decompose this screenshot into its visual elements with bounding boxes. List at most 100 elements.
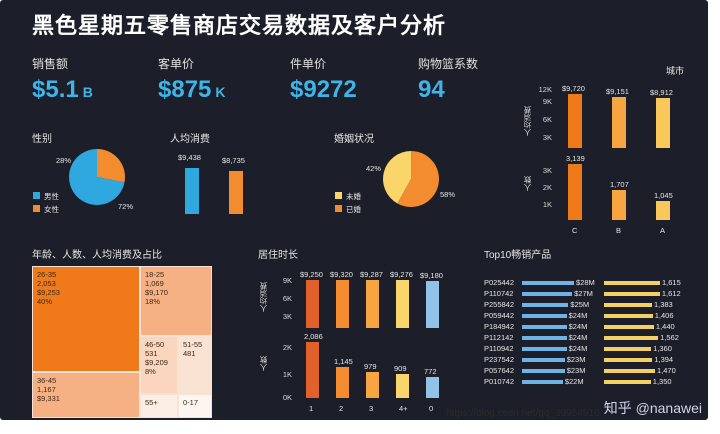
product-qty-bar bbox=[604, 336, 659, 340]
product-id: P237542 bbox=[484, 355, 515, 364]
product-qty-bar bbox=[604, 281, 660, 285]
product-sales-bar bbox=[522, 358, 565, 362]
product-id: P110942 bbox=[484, 344, 514, 353]
product-id: P184942 bbox=[484, 322, 515, 331]
product-qty-label: 1,615 bbox=[662, 278, 681, 287]
product-qty-label: 1,470 bbox=[656, 366, 676, 375]
residence-count-bar bbox=[396, 373, 409, 398]
marriage-pie bbox=[383, 151, 439, 207]
product-id: P110742 bbox=[484, 289, 514, 298]
legend-male: 男性 bbox=[44, 192, 59, 201]
residence-tick: 1K bbox=[282, 370, 292, 379]
marriage-married-pct: 58% bbox=[440, 190, 456, 199]
kpi-item-label: 件单价 bbox=[290, 57, 327, 71]
product-qty-bar bbox=[604, 292, 660, 296]
residence-category: 1 bbox=[309, 404, 314, 413]
residence-count-bar bbox=[366, 371, 379, 398]
product-qty-bar bbox=[604, 347, 652, 351]
treemap-cell: 51-55 481 bbox=[178, 336, 212, 394]
product-qty-bar bbox=[604, 325, 654, 329]
product-id: P025442 bbox=[484, 278, 515, 287]
product-id: P112142 bbox=[484, 333, 514, 342]
product-id: P059442 bbox=[484, 311, 515, 320]
city-count-label: 1,045 bbox=[654, 191, 673, 201]
city-tick: 12K bbox=[538, 85, 552, 94]
product-qty-label: 1,350 bbox=[652, 377, 672, 386]
product-qty-label: 1,406 bbox=[654, 311, 674, 320]
residence-count-bar bbox=[306, 342, 319, 398]
residence-tick: 6K bbox=[282, 294, 292, 303]
gender-title: 性别 bbox=[32, 134, 52, 145]
city-category: A bbox=[660, 226, 666, 235]
product-sales-label: $22M bbox=[564, 377, 584, 386]
city-spend-bar bbox=[568, 94, 582, 148]
residence-ylabel-spend: 人均消费 bbox=[259, 282, 268, 312]
product-sales-label: $24M bbox=[568, 311, 588, 320]
product-qty-bar bbox=[604, 314, 653, 318]
residence-tick: 0K bbox=[282, 393, 292, 402]
treemap-cell: 0-17 bbox=[178, 394, 212, 418]
residence-count-label: 979 bbox=[364, 361, 377, 371]
city-spend-label: $8,912 bbox=[650, 88, 673, 98]
gender-male-pct: 72% bbox=[118, 202, 134, 211]
residence-spend-bar bbox=[336, 280, 349, 328]
treemap-cell: 55+ bbox=[140, 394, 178, 418]
city-tick: 3K bbox=[542, 166, 552, 175]
residence-category: 0 bbox=[429, 404, 434, 413]
product-id: P255842 bbox=[484, 300, 515, 309]
product-sales-label: $23M bbox=[566, 366, 586, 375]
marriage-single-pct: 42% bbox=[366, 164, 382, 173]
avg-spend-female-bar bbox=[229, 171, 243, 214]
product-sales-bar bbox=[522, 347, 567, 351]
product-id: P010742 bbox=[484, 377, 515, 386]
residence-spend-label: $9,320 bbox=[330, 270, 353, 279]
product-sales-bar bbox=[522, 369, 565, 373]
residence-spend-bar bbox=[396, 280, 409, 328]
residence-tick: 3K bbox=[282, 312, 292, 321]
city-count-label: 1,707 bbox=[610, 179, 629, 189]
legend-female: 女性 bbox=[44, 205, 59, 214]
legend-female-swatch bbox=[33, 205, 40, 212]
product-sales-bar bbox=[522, 314, 567, 318]
treemap-cell: 36-45 1,167 $9,331 bbox=[32, 372, 140, 418]
residence-category: 3 bbox=[369, 404, 374, 413]
city-category: C bbox=[572, 226, 578, 235]
kpi-order-label: 客单价 bbox=[158, 57, 195, 71]
city-count-bar bbox=[612, 189, 626, 220]
residence-category: 4+ bbox=[399, 404, 408, 413]
city-spend-label: $9,720 bbox=[562, 84, 585, 93]
legend-single-swatch bbox=[335, 192, 342, 199]
kpi-item-value: $9272 bbox=[290, 76, 357, 103]
residence-count-label: 2,086 bbox=[304, 332, 323, 341]
residence-count-label: 909 bbox=[394, 363, 407, 373]
residence-tick: 2K bbox=[282, 343, 292, 352]
city-spend-bar bbox=[656, 98, 670, 148]
product-sales-label: $24M bbox=[568, 333, 588, 342]
city-title: 城市 bbox=[666, 66, 685, 76]
product-sales-label: $24M bbox=[568, 344, 588, 353]
product-sales-bar bbox=[522, 281, 574, 285]
city-count-bar bbox=[568, 164, 582, 220]
city-tick: 3K bbox=[542, 133, 552, 142]
product-qty-label: 1,394 bbox=[654, 355, 674, 364]
residence-spend-bar bbox=[426, 280, 439, 328]
gender-pie bbox=[69, 149, 125, 205]
residence-category: 2 bbox=[339, 404, 344, 413]
product-sales-label: $24M bbox=[568, 322, 588, 331]
avg-spend-male-label: $9,438 bbox=[178, 153, 201, 162]
avg-spend-male-bar bbox=[185, 168, 199, 214]
residence-spend-label: $9,250 bbox=[300, 270, 323, 280]
pie-slice bbox=[397, 151, 439, 207]
residence-count-bar bbox=[336, 367, 349, 398]
legend-male-swatch bbox=[33, 192, 40, 199]
watermark: 知乎 @nanawei bbox=[603, 400, 702, 416]
marriage-title: 婚姻状况 bbox=[334, 134, 374, 145]
product-qty-bar bbox=[604, 380, 651, 384]
dashboard-title: 黑色星期五零售商店交易数据及客户分析 bbox=[32, 13, 447, 38]
residence-spend-label: $9,276 bbox=[390, 270, 413, 280]
treemap-cell: 26-35 2,053 $9,253 40% bbox=[32, 266, 140, 372]
treemap-cell: 18-25 1,069 $9,170 18% bbox=[140, 266, 212, 336]
legend-single: 未婚 bbox=[346, 192, 361, 201]
residence-tick: 9K bbox=[282, 276, 292, 285]
product-sales-bar bbox=[522, 303, 569, 307]
